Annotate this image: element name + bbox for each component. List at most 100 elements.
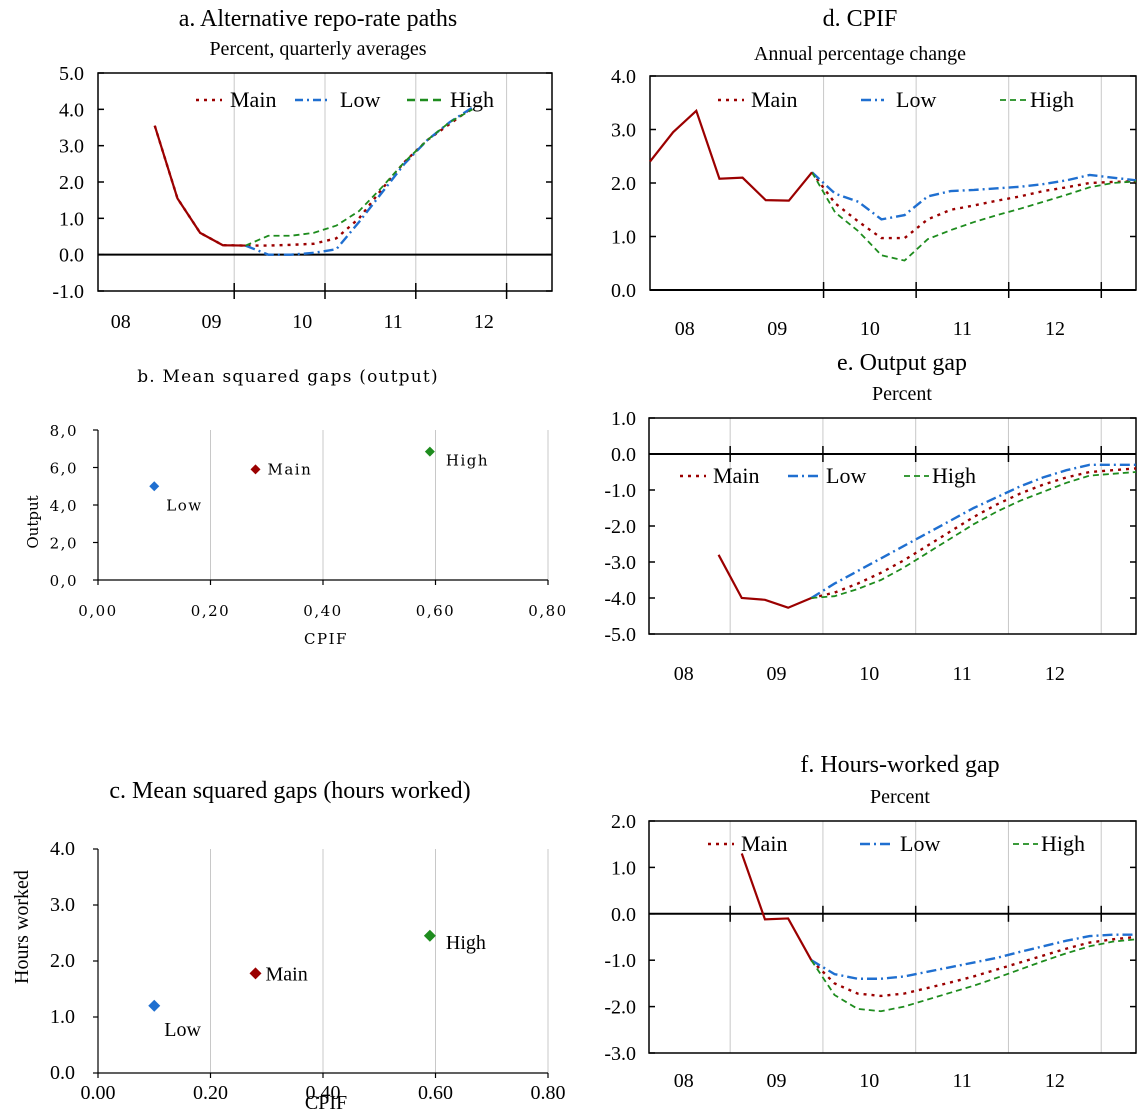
series-history-line (649, 108, 813, 202)
legend-high-label: High (1030, 87, 1074, 112)
plot-frame (648, 820, 1137, 1054)
chart-d-title: d. CPIF (823, 6, 898, 32)
x-tick-label: 0,80 (528, 602, 567, 620)
x-tick-label: 10 (859, 1070, 879, 1092)
chart-f-plot: 2.0 1.0 0.0 -1.0 -2.0 -3.0 08 09 10 11 12 (604, 811, 1137, 1092)
y-tick-label: 6,0 (50, 460, 78, 478)
scatter-label-main: Main (268, 460, 313, 478)
y-tick-label: 0.0 (50, 1062, 75, 1084)
chart-a-subtitle: Percent, quarterly averages (209, 38, 426, 60)
chart-f-subtitle: Percent (870, 786, 930, 808)
legend-high-label: High (932, 463, 976, 488)
y-tick-label: 5.0 (59, 63, 84, 85)
y-tick-label: 4.0 (59, 99, 84, 121)
y-tick-label: 2.0 (50, 950, 75, 972)
y-tick-label: 2.0 (611, 173, 636, 195)
x-tick-label: 08 (111, 311, 131, 333)
scatter-label-high: High (446, 452, 489, 470)
scatter-label-main: Main (266, 963, 308, 985)
series-high-line (811, 471, 1137, 599)
x-tick-label: 10 (292, 311, 312, 333)
series-low-line (245, 106, 474, 256)
chart-d-subtitle: Annual percentage change (754, 43, 966, 65)
x-tick-label: 11 (383, 311, 402, 333)
y-tick-label: -5.0 (604, 624, 636, 646)
chart-d-plot: 4.0 3.0 2.0 1.0 0.0 08 09 10 11 12 (611, 66, 1137, 340)
x-tick-label: 09 (767, 663, 787, 685)
chart-d-legend: Main Low High (718, 87, 1074, 112)
series-high-line (810, 938, 1137, 1013)
scatter-label-high: High (446, 932, 486, 954)
y-tick-label: -1.0 (604, 480, 636, 502)
x-tick-label: 08 (675, 318, 695, 340)
x-tick-label: 0.20 (193, 1082, 228, 1104)
scatter-point-low (148, 999, 161, 1012)
y-tick-label: 4.0 (50, 838, 75, 860)
chart-b-title: b. Mean squared gaps (output) (137, 367, 439, 387)
chart-panel-f: f. Hours-worked gap Percent 2.0 1.0 0.0 -1.… (572, 748, 1144, 1117)
x-tick-label: 12 (1045, 1070, 1065, 1092)
legend-main-label: Main (713, 463, 759, 488)
x-tick-label: 0,20 (191, 602, 230, 620)
y-tick-label: 4.0 (611, 66, 636, 88)
x-tick-label: 10 (859, 663, 879, 685)
chart-a-svg: a. Alternative repo-rate paths Percent, … (52, 6, 553, 333)
y-tick-label: 0.0 (611, 444, 636, 466)
legend-low-label: Low (896, 87, 936, 112)
series-low-line (811, 171, 1137, 221)
chart-panel-c: c. Mean squared gaps (hours worked) Hour… (0, 770, 580, 1117)
chart-panel-d: d. CPIF Annual percentage change 4.0 3.0 2… (572, 0, 1144, 350)
y-tick-label: 1.0 (611, 227, 636, 249)
x-tick-label: 10 (860, 318, 880, 340)
x-tick-label: 11 (952, 663, 971, 685)
scatter-point-high (424, 446, 435, 457)
chart-e-legend: Main Low High (680, 463, 976, 488)
y-tick-label: 4,0 (50, 497, 78, 515)
x-tick-label: 12 (1045, 318, 1065, 340)
y-tick-label: 0,0 (50, 572, 78, 590)
chart-f-legend: Main Low High (708, 831, 1085, 856)
series-main-line (810, 935, 1137, 998)
series-low-line (810, 933, 1136, 980)
x-tick-label: 09 (767, 1070, 787, 1092)
series-main-line (811, 171, 1137, 240)
y-tick-label: -1.0 (52, 281, 84, 303)
y-tick-label: 1.0 (611, 857, 636, 879)
series-high-line (245, 108, 473, 247)
chart-c-svg: c. Mean squared gaps (hours worked) Hour… (11, 778, 566, 1114)
legend-low-label: Low (340, 87, 380, 112)
y-tick-label: 2.0 (611, 811, 636, 833)
x-tick-label: 11 (952, 1070, 971, 1092)
y-tick-label: 0.0 (611, 904, 636, 926)
y-tick-label: 0.0 (59, 245, 84, 267)
x-tick-label: 09 (767, 318, 787, 340)
y-tick-label: 2,0 (50, 535, 78, 553)
chart-a-title: a. Alternative repo-rate paths (179, 6, 458, 32)
x-tick-label: 0,00 (78, 602, 117, 620)
series-history-line (740, 853, 813, 961)
x-tick-label: 09 (202, 311, 222, 333)
chart-a-legend: Main Low High (196, 87, 494, 112)
y-tick-label: 1.0 (50, 1006, 75, 1028)
x-tick-label: 0.00 (81, 1082, 116, 1104)
scatter-point-high (423, 929, 436, 942)
x-tick-label: 12 (1045, 663, 1065, 685)
x-tick-label: 0.40 (306, 1082, 341, 1104)
y-tick-label: 1.0 (59, 208, 84, 230)
legend-low-label: Low (826, 463, 866, 488)
series-main-line (811, 467, 1137, 600)
chart-e-title: e. Output gap (837, 350, 967, 376)
x-tick-label: 12 (474, 311, 494, 333)
x-tick-label: 11 (953, 318, 972, 340)
chart-f-svg: f. Hours-worked gap Percent 2.0 1.0 0.0 -1.… (604, 752, 1137, 1092)
x-tick-label: 0.80 (531, 1082, 566, 1104)
y-tick-label: -4.0 (604, 588, 636, 610)
legend-main-label: Main (230, 87, 276, 112)
y-tick-label: 3.0 (611, 120, 636, 142)
y-tick-label: -3.0 (604, 1043, 636, 1065)
y-tick-label: -2.0 (604, 516, 636, 538)
x-tick-label: 0,60 (416, 602, 455, 620)
scatter-label-low: Low (166, 496, 202, 514)
x-tick-label: 08 (674, 663, 694, 685)
chart-e-svg: e. Output gap Percent 1.0 0.0 -1.0 -2.0 -3.0… (604, 350, 1137, 685)
